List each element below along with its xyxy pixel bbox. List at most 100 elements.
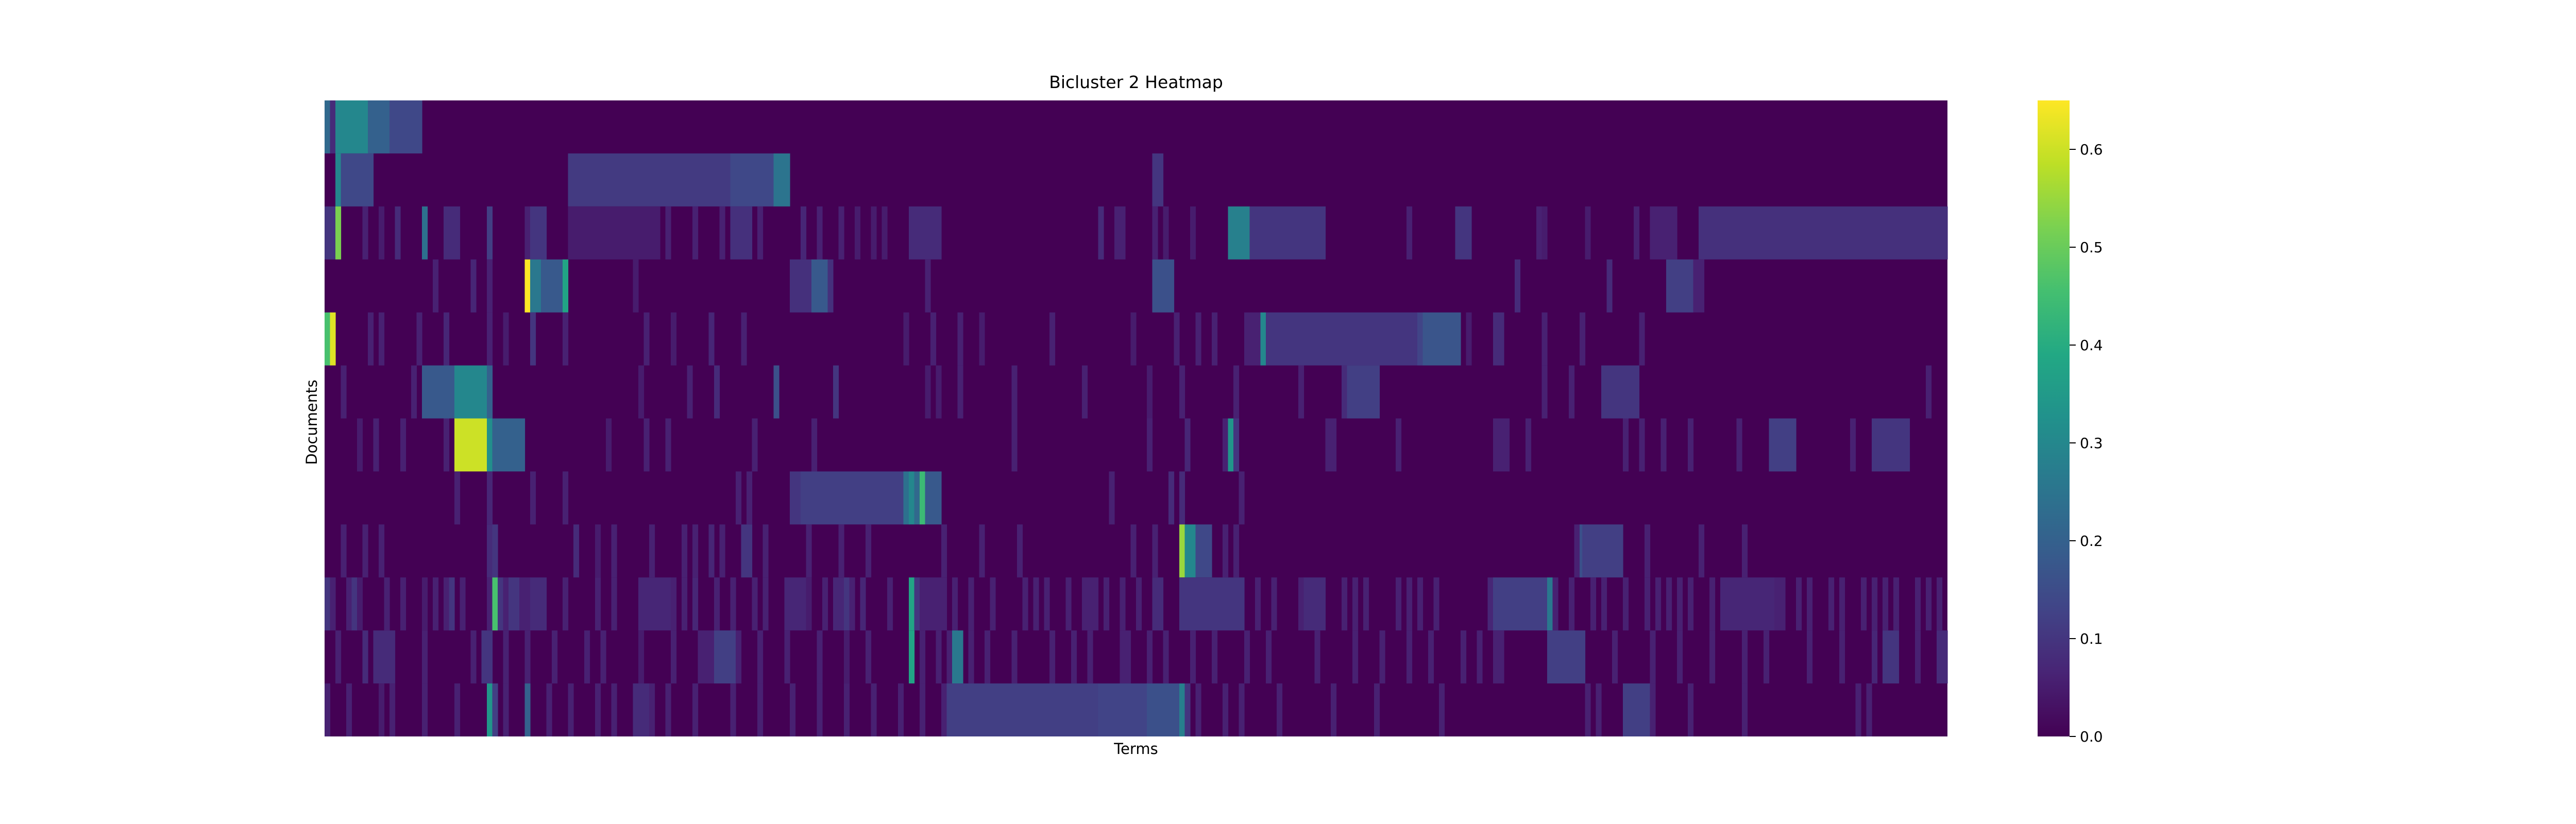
heatmap-cell [1049, 312, 1056, 366]
heatmap-cell [665, 206, 671, 260]
heatmap-cell [346, 683, 352, 736]
heatmap-cell [1645, 524, 1651, 578]
heatmap-cell [1736, 418, 1742, 472]
heatmap-cell [1547, 630, 1586, 684]
heatmap-cell [1184, 683, 1191, 736]
heatmap-cell [503, 577, 509, 631]
heatmap-cell [952, 577, 958, 631]
heatmap-cell [1634, 206, 1640, 260]
heatmap-cell [368, 312, 374, 366]
heatmap-cell [600, 630, 606, 684]
heatmap-cell [1807, 630, 1813, 684]
heatmap-cell [1526, 418, 1532, 472]
heatmap-cell [389, 683, 396, 736]
heatmap-cell [563, 471, 569, 525]
heatmap-cell [325, 206, 336, 260]
heatmap-cell [860, 577, 866, 631]
heatmap-cell [968, 577, 974, 631]
heatmap-cell [801, 471, 904, 525]
heatmap-cell [563, 259, 569, 313]
heatmap-cell [1639, 312, 1645, 366]
heatmap-cell [568, 206, 660, 260]
heatmap-cell [1582, 524, 1623, 578]
heatmap-cell [844, 630, 850, 684]
heatmap-cell [568, 683, 574, 736]
heatmap-cell [470, 630, 477, 684]
heatmap-cell [747, 471, 753, 525]
heatmap-cell [714, 365, 720, 419]
heatmap-cell [1098, 683, 1147, 736]
heatmap-cell [638, 630, 645, 684]
heatmap-cell [1547, 577, 1553, 631]
heatmap-cell [752, 577, 758, 631]
heatmap-cell [1406, 577, 1413, 631]
heatmap-cell [444, 418, 450, 472]
heatmap-cell [492, 683, 498, 736]
heatmap-cell [1396, 577, 1402, 631]
heatmap-cell [633, 683, 650, 736]
heatmap-cell [990, 577, 996, 631]
heatmap-cell [790, 683, 796, 736]
heatmap-cell [1461, 630, 1467, 684]
heatmap-cell [773, 365, 779, 419]
heatmap-cell [887, 577, 893, 631]
heatmap-cell [909, 206, 942, 260]
heatmap-cell [351, 577, 358, 631]
heatmap-cell [930, 312, 937, 366]
heatmap-cell [1417, 312, 1423, 366]
heatmap-cell [530, 471, 536, 525]
heatmap-cell [530, 312, 536, 366]
heatmap-cell [687, 365, 693, 419]
heatmap-cell [849, 577, 855, 631]
heatmap-cell [649, 524, 655, 578]
heatmap-cell [665, 683, 671, 736]
heatmap-cell [346, 577, 352, 631]
heatmap-cell [487, 206, 493, 260]
heatmap-cell [1742, 524, 1748, 578]
heatmap-cell [454, 418, 487, 472]
heatmap-cell [649, 683, 655, 736]
heatmap-cell [1769, 418, 1797, 472]
heatmap-cell [611, 577, 617, 631]
heatmap-cell [422, 577, 428, 631]
heatmap-cell [1342, 365, 1348, 419]
heatmap-cell [1623, 577, 1629, 631]
heatmap-cell [492, 524, 498, 578]
heatmap-cell [1580, 524, 1583, 578]
heatmap-cell [487, 365, 493, 419]
heatmap-cell [882, 206, 888, 260]
heatmap-cell [487, 471, 493, 525]
heatmap-cell [384, 577, 390, 631]
heatmap-cell [1455, 206, 1472, 260]
heatmap-cell [1596, 683, 1602, 736]
heatmap-cell [379, 524, 385, 578]
heatmap-cell [692, 683, 699, 736]
heatmap-cell [1152, 524, 1158, 578]
heatmap-cell [341, 365, 347, 419]
heatmap-cell [1244, 312, 1261, 366]
heatmap-cell [817, 630, 823, 684]
heatmap-cell [671, 312, 677, 366]
heatmap-cell [492, 577, 498, 631]
heatmap-cell [1541, 206, 1548, 260]
heatmap-cell [1623, 418, 1629, 472]
heatmap-cell [509, 577, 520, 631]
heatmap-cell [362, 630, 368, 684]
heatmap-cell [503, 683, 509, 736]
heatmap-cell [498, 577, 504, 631]
heatmap-cell [1071, 630, 1077, 684]
heatmap-cell [389, 100, 422, 153]
heatmap-cell [1774, 577, 1786, 631]
heatmap-cell [1699, 524, 1705, 578]
heatmap-cell [714, 577, 720, 631]
heatmap-cell [784, 577, 807, 631]
colorbar-tick-label: 0.1 [2080, 630, 2103, 647]
heatmap-cell [1406, 206, 1413, 260]
heatmap-cell [519, 577, 531, 631]
heatmap-cell [503, 312, 509, 366]
heatmap-cell [1152, 577, 1164, 631]
heatmap-cell [460, 577, 466, 631]
heatmap-cell [341, 524, 347, 578]
heatmap-cell [1147, 630, 1153, 684]
heatmap-cell [1893, 577, 1900, 631]
